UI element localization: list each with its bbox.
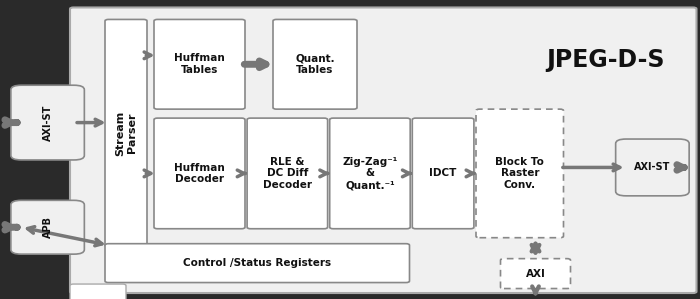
Text: Stream
Parser: Stream Parser (116, 110, 136, 156)
Text: AXI-ST: AXI-ST (43, 104, 52, 141)
FancyBboxPatch shape (105, 244, 409, 283)
Text: AXI-ST: AXI-ST (634, 162, 671, 173)
FancyBboxPatch shape (616, 139, 689, 196)
Text: Block To
Raster
Conv.: Block To Raster Conv. (496, 157, 544, 190)
Text: RLE &
DC Diff
Decoder: RLE & DC Diff Decoder (262, 157, 312, 190)
Text: JPEG-D-S: JPEG-D-S (546, 48, 665, 72)
FancyBboxPatch shape (476, 109, 564, 238)
FancyBboxPatch shape (11, 85, 84, 160)
FancyBboxPatch shape (500, 259, 570, 289)
Text: IDCT: IDCT (429, 168, 457, 179)
FancyBboxPatch shape (70, 284, 126, 299)
Text: Huffman
Tables: Huffman Tables (174, 54, 225, 75)
FancyBboxPatch shape (70, 7, 696, 293)
FancyBboxPatch shape (154, 118, 245, 229)
Text: APB: APB (43, 216, 52, 238)
FancyBboxPatch shape (247, 118, 328, 229)
Text: Zig-Zag⁻¹
&
Quant.⁻¹: Zig-Zag⁻¹ & Quant.⁻¹ (342, 157, 398, 190)
FancyBboxPatch shape (105, 19, 147, 247)
FancyBboxPatch shape (11, 200, 84, 254)
FancyBboxPatch shape (330, 118, 410, 229)
FancyBboxPatch shape (273, 19, 357, 109)
Text: AXI: AXI (526, 269, 545, 279)
Text: Huffman
Decoder: Huffman Decoder (174, 163, 225, 184)
Text: Control /Status Registers: Control /Status Registers (183, 258, 331, 268)
FancyBboxPatch shape (412, 118, 474, 229)
Text: Quant.
Tables: Quant. Tables (295, 54, 335, 75)
FancyBboxPatch shape (154, 19, 245, 109)
